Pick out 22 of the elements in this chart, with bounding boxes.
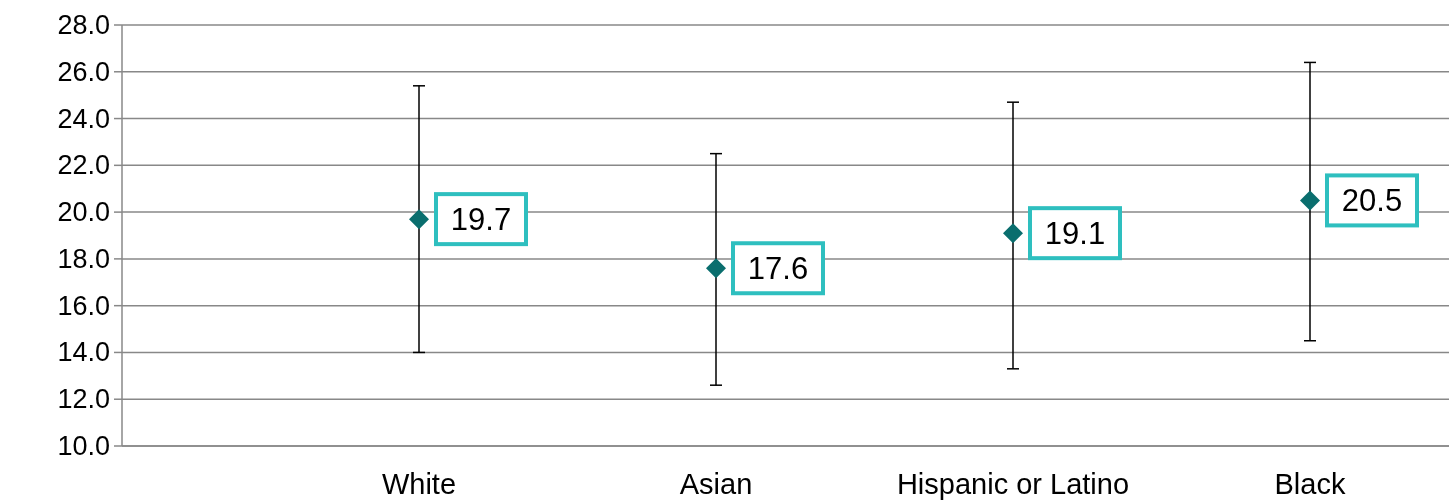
- y-tick-label: 28.0: [57, 10, 110, 40]
- point: [409, 209, 429, 230]
- y-tick-label: 24.0: [57, 103, 110, 134]
- y-tick-label: 12.0: [57, 384, 110, 415]
- point: [706, 258, 726, 279]
- y-tick-label: 22.0: [57, 150, 110, 181]
- x-tick-label: Black: [1274, 468, 1346, 500]
- y-tick-label: 14.0: [57, 337, 110, 368]
- y-tick-label: 20.0: [57, 197, 110, 228]
- x-tick-label: White: [381, 468, 457, 500]
- data-label: 17.6: [747, 251, 809, 287]
- data-label: 20.5: [1341, 183, 1403, 219]
- y-tick-label: 18.0: [57, 243, 110, 274]
- point: [1003, 223, 1023, 244]
- y-tick-label: 16.0: [57, 290, 110, 321]
- y-tick-label: 26.0: [57, 56, 110, 87]
- data-label: 19.7: [450, 202, 512, 238]
- y-tick-label: 10.0: [57, 431, 110, 461]
- x-tick-label: Asian: [679, 468, 753, 500]
- x-tick-label: Hispanic or Latino: [896, 468, 1130, 500]
- point: [1300, 190, 1320, 211]
- data-label: 19.1: [1044, 216, 1106, 252]
